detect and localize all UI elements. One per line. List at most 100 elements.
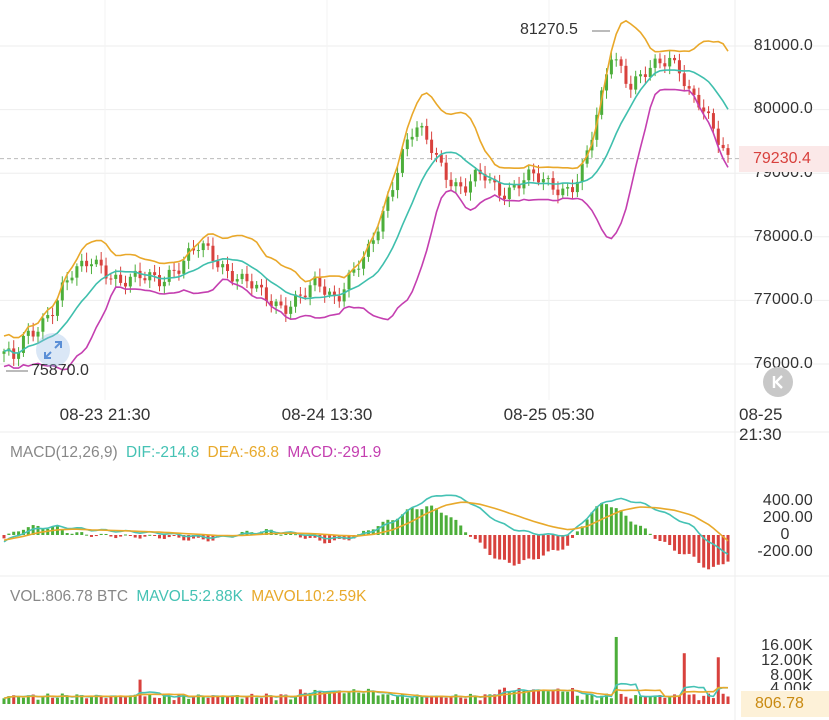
- expand-icon[interactable]: [36, 333, 70, 367]
- macd-bar: [31, 525, 35, 535]
- macd-bar: [716, 535, 720, 565]
- macd-bar: [2, 535, 6, 539]
- candle: [653, 58, 657, 68]
- candle: [128, 276, 132, 287]
- volume-bar: [444, 697, 448, 704]
- volume-bar: [157, 698, 161, 704]
- volume-bar: [65, 696, 69, 704]
- volume-bar: [119, 696, 123, 704]
- macd-bar: [109, 535, 113, 537]
- candle: [682, 73, 686, 87]
- candle: [138, 270, 142, 279]
- volume-bar: [600, 695, 604, 704]
- volume-bar: [114, 695, 118, 704]
- volume-bar: [663, 697, 667, 704]
- candle: [362, 256, 366, 269]
- collapse-left-icon[interactable]: [763, 367, 793, 397]
- candle: [643, 74, 647, 77]
- volume-bar: [707, 693, 711, 704]
- macd-bar: [464, 532, 468, 535]
- candle: [347, 272, 351, 290]
- volume-bar: [400, 693, 404, 704]
- macd-bar: [12, 531, 16, 535]
- macd-bar: [352, 535, 356, 539]
- macd-bar: [507, 535, 511, 563]
- macd-bar: [21, 529, 25, 535]
- candle: [298, 294, 302, 296]
- candle: [692, 88, 696, 95]
- volume-bar: [391, 700, 395, 704]
- volume-bar: [17, 696, 21, 704]
- macd-bar: [143, 535, 147, 537]
- high-price-label: 81270.5: [520, 21, 578, 38]
- volume-bar: [123, 697, 127, 704]
- candle: [405, 139, 409, 150]
- candle: [634, 76, 638, 90]
- volume-bar: [454, 694, 458, 704]
- candle: [303, 295, 307, 298]
- volume-bar: [619, 693, 623, 704]
- volume-bar: [536, 690, 541, 704]
- candle: [36, 331, 40, 337]
- volume-bar: [556, 688, 560, 704]
- candle: [269, 301, 273, 307]
- candle: [80, 260, 84, 267]
- candle: [264, 287, 268, 302]
- macd-bar: [439, 512, 443, 535]
- volume-bar: [371, 690, 375, 704]
- candle: [328, 291, 332, 295]
- candle: [318, 276, 322, 287]
- volume-bar: [658, 695, 662, 704]
- volume-bar: [294, 695, 298, 704]
- volume-bar: [493, 694, 497, 704]
- candle: [536, 173, 541, 183]
- candle: [187, 248, 191, 261]
- macd-bar: [571, 535, 575, 538]
- volume-bar: [405, 698, 409, 704]
- candle: [31, 330, 35, 337]
- macd-bar: [177, 535, 181, 538]
- candle: [323, 286, 327, 295]
- candle: [648, 67, 652, 77]
- candle: [624, 65, 628, 84]
- volume-bar: [201, 697, 205, 704]
- volume-bar: [566, 691, 570, 704]
- candle: [245, 273, 249, 282]
- candle: [148, 272, 152, 281]
- candle: [65, 280, 69, 283]
- y-tick-78000: 78000.0: [753, 228, 813, 245]
- candle: [532, 169, 536, 174]
- macd-bar: [527, 535, 531, 559]
- volume-bar: [60, 693, 64, 704]
- macd-bar: [444, 515, 448, 535]
- volume-bar: [80, 694, 84, 704]
- macd-bar: [284, 533, 288, 535]
- volume-bar: [41, 696, 45, 704]
- volume-bar: [313, 689, 317, 704]
- vol-title: VOL:806.78 BTC: [10, 588, 129, 605]
- candle: [376, 231, 380, 241]
- y-tick-77000: 77000.0: [753, 291, 813, 308]
- volume-bar: [376, 695, 380, 704]
- candle: [332, 291, 336, 297]
- macd-bar: [119, 535, 123, 537]
- volume-bar: [439, 695, 443, 704]
- candle: [230, 271, 234, 282]
- current-price-tag: 79230.4: [739, 146, 829, 172]
- macd-title: MACD(12,26,9): [10, 444, 118, 461]
- volume-bar: [75, 694, 79, 704]
- candle: [556, 189, 560, 196]
- volume-bar: [221, 696, 225, 704]
- macd-bar: [566, 535, 570, 546]
- volume-bar: [347, 692, 351, 704]
- vol-tick-12k: 12.00K: [761, 652, 813, 669]
- volume-bar: [673, 694, 677, 704]
- volume-bar: [55, 697, 59, 704]
- macd-bar: [619, 510, 623, 535]
- macd-bar: [585, 519, 589, 535]
- vol-legend: VOL:806.78 BTC MAVOL5:2.88K MAVOL10:2.59…: [10, 588, 370, 606]
- macd-bar: [172, 535, 176, 536]
- volume-bar: [235, 694, 239, 704]
